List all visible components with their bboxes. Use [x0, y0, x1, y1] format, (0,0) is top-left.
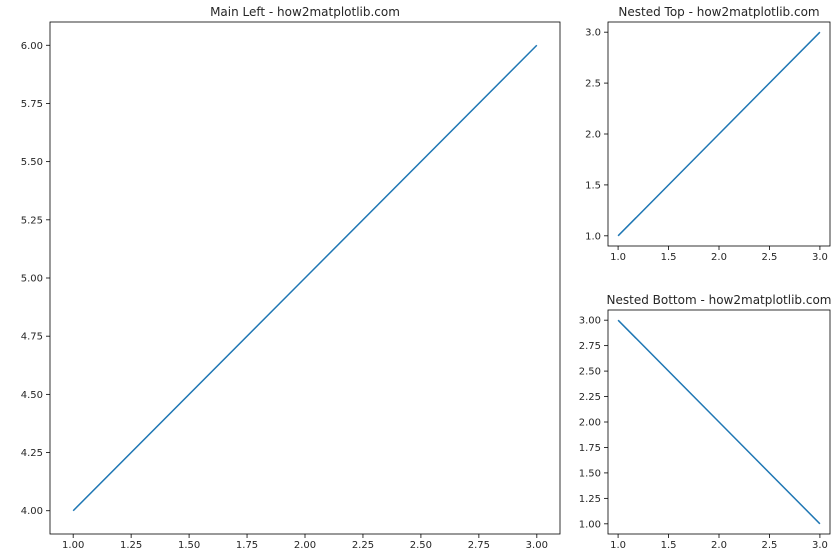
xtick-label: 2.75: [468, 540, 490, 551]
ytick-label: 2.5: [585, 79, 601, 90]
ytick-label: 1.5: [585, 180, 601, 191]
xtick-label: 1.5: [661, 252, 677, 263]
panel-main_left: Main Left - how2matplotlib.com 1.00 1.25 1.…: [21, 5, 560, 551]
xtick-label: 3.00: [526, 540, 548, 551]
panel-title: Nested Bottom - how2matplotlib.com: [607, 293, 832, 307]
xtick-label: 2.5: [762, 540, 778, 551]
xtick-label: 1.00: [62, 540, 84, 551]
xtick-label: 2.50: [410, 540, 432, 551]
xtick-label: 1.0: [610, 252, 626, 263]
panel-title: Nested Top - how2matplotlib.com: [618, 5, 819, 19]
ytick-label: 3.00: [579, 316, 601, 327]
data-line: [618, 32, 820, 236]
ytick-label: 3.0: [585, 28, 601, 39]
xtick-label: 2.25: [352, 540, 374, 551]
ytick-label: 4.75: [21, 332, 43, 343]
data-line: [73, 45, 537, 510]
xtick-label: 1.50: [178, 540, 200, 551]
ytick-label: 2.0: [585, 130, 601, 141]
xtick-label: 2.00: [294, 540, 316, 551]
panel-nested_top: Nested Top - how2matplotlib.com 1.0 1.5 2.0…: [585, 5, 830, 263]
xtick-label: 2.0: [711, 252, 727, 263]
ytick-label: 1.50: [579, 468, 601, 479]
panel-nested_bottom: Nested Bottom - how2matplotlib.com 1.0 1.5…: [579, 293, 832, 551]
ytick-label: 4.25: [21, 448, 43, 459]
ytick-label: 5.50: [21, 157, 43, 168]
ytick-label: 5.00: [21, 274, 43, 285]
ytick-label: 1.25: [579, 494, 601, 505]
data-line: [618, 320, 820, 524]
xtick-label: 3.0: [812, 252, 828, 263]
xtick-label: 1.0: [610, 540, 626, 551]
xtick-label: 2.0: [711, 540, 727, 551]
ytick-label: 1.00: [579, 519, 601, 530]
ytick-label: 2.25: [579, 392, 601, 403]
xtick-label: 1.75: [236, 540, 258, 551]
ytick-label: 2.00: [579, 418, 601, 429]
xtick-label: 1.5: [661, 540, 677, 551]
ytick-label: 6.00: [21, 41, 43, 52]
ytick-label: 5.25: [21, 215, 43, 226]
xtick-label: 1.25: [120, 540, 142, 551]
ytick-label: 4.00: [21, 506, 43, 517]
ytick-label: 5.75: [21, 99, 43, 110]
xtick-label: 2.5: [762, 252, 778, 263]
ytick-label: 2.75: [579, 341, 601, 352]
panel-title: Main Left - how2matplotlib.com: [210, 5, 400, 19]
ytick-label: 4.50: [21, 390, 43, 401]
ytick-label: 1.75: [579, 443, 601, 454]
ytick-label: 2.50: [579, 367, 601, 378]
xtick-label: 3.0: [812, 540, 828, 551]
chart-canvas: Main Left - how2matplotlib.com 1.00 1.25 1.…: [0, 0, 840, 560]
ytick-label: 1.0: [585, 231, 601, 242]
